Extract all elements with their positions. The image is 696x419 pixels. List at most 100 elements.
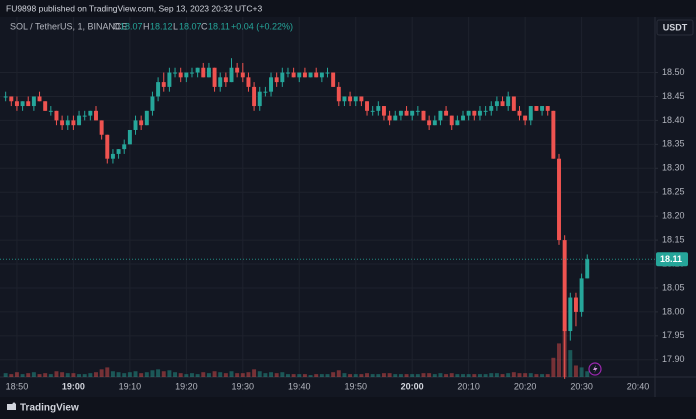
volume-bar: [60, 372, 65, 377]
candle-body: [274, 77, 279, 83]
x-tick-label: 20:30: [570, 381, 593, 391]
candle-body: [122, 144, 127, 150]
volume-bar: [3, 373, 8, 377]
x-tick-label: 19:00: [62, 381, 85, 391]
y-tick-label: 18.40: [662, 115, 685, 125]
candle-body: [500, 101, 505, 107]
x-tick-label: 19:30: [232, 381, 255, 391]
volume-bar: [99, 369, 104, 377]
volume-bar: [415, 374, 420, 377]
candle-body: [269, 77, 274, 92]
volume-bar: [319, 374, 324, 377]
candle-body: [20, 101, 25, 107]
volume-bar: [568, 350, 573, 377]
y-tick-label: 17.90: [662, 354, 685, 364]
ohlc-label: L: [173, 21, 178, 31]
volume-bar: [280, 372, 285, 377]
y-tick-label: 18.00: [662, 306, 685, 316]
volume-bar: [9, 374, 14, 377]
candle-body: [291, 72, 296, 78]
candle-body: [82, 115, 87, 117]
volume-bar: [48, 374, 53, 377]
candle-body: [302, 72, 307, 78]
volume-bar: [353, 374, 358, 377]
candle-body: [71, 120, 76, 126]
candle-body: [432, 120, 437, 126]
candle-body: [540, 106, 545, 111]
ohlc-value: 18.11: [208, 21, 230, 31]
volume-bar: [421, 373, 426, 377]
candle-body: [127, 129, 132, 145]
candle-body: [568, 297, 573, 332]
volume-bar: [545, 374, 550, 377]
volume-bar: [285, 374, 290, 377]
ohlc-value: 18.07: [120, 21, 143, 31]
volume-bar: [579, 367, 584, 377]
candle-body: [167, 72, 172, 87]
volume-bar: [511, 372, 516, 377]
x-tick-label: 18:50: [6, 381, 29, 391]
volume-bar: [489, 373, 494, 377]
alert-icon[interactable]: [588, 362, 602, 376]
volume-bar: [178, 373, 183, 377]
last-price-box: [656, 252, 688, 267]
candle-body: [156, 82, 161, 97]
candle-body: [195, 67, 200, 73]
candle-body: [60, 120, 65, 126]
volume-bar: [161, 371, 166, 377]
y-tick-label: 18.35: [662, 139, 685, 149]
candle-body: [410, 110, 415, 116]
y-tick-label: 18.45: [662, 91, 685, 101]
candle-body: [65, 120, 70, 126]
volume-bar: [506, 373, 511, 377]
candle-body: [280, 72, 285, 83]
candle-body: [161, 82, 166, 87]
volume-bar: [466, 374, 471, 377]
currency-box[interactable]: [656, 19, 694, 36]
candle-body: [144, 110, 149, 126]
x-tick-label: 20:40: [627, 381, 650, 391]
candle-body: [494, 101, 499, 107]
volume-bar: [122, 373, 127, 377]
volume-bar: [54, 371, 59, 377]
volume-bar: [88, 373, 93, 377]
volume-bar: [235, 373, 240, 377]
x-tick-label: 19:20: [175, 381, 198, 391]
candle-body: [133, 120, 138, 130]
volume-bar: [342, 373, 347, 377]
volume-bar: [472, 374, 477, 377]
volume-bar: [308, 375, 313, 377]
candle-body: [54, 110, 59, 121]
y-tick-label: 18.25: [662, 187, 685, 197]
candle-body: [325, 72, 330, 74]
volume-bar: [133, 371, 138, 377]
candle-body: [206, 67, 211, 78]
volume-bar: [302, 374, 307, 377]
candle-body: [9, 96, 14, 102]
volume-bar: [393, 374, 398, 377]
volume-bar: [173, 372, 178, 377]
candle-body: [415, 110, 420, 112]
candle-body: [404, 110, 409, 116]
volume-bar: [540, 374, 545, 377]
volume-bar: [167, 370, 172, 377]
volume-bar: [156, 369, 161, 377]
candle-body: [573, 297, 578, 312]
candle-body: [342, 96, 347, 102]
candle-body: [139, 120, 144, 126]
candle-body: [461, 115, 465, 121]
currency[interactable]: USDT: [663, 22, 688, 32]
volume-bar: [201, 372, 206, 377]
y-tick-label: 18.30: [662, 163, 685, 173]
candle-body: [297, 72, 302, 78]
x-tick-label: 20:00: [401, 381, 424, 391]
y-tick-label: 18.15: [662, 234, 685, 244]
ohlc-value: 18.12: [150, 21, 173, 31]
candle-body: [449, 115, 454, 126]
volume-bar: [190, 373, 194, 377]
volume-bar: [573, 365, 578, 377]
volume-bar: [427, 373, 432, 377]
volume-bar: [257, 371, 262, 377]
candle-body: [466, 110, 471, 116]
candle-layer: [3, 58, 590, 379]
